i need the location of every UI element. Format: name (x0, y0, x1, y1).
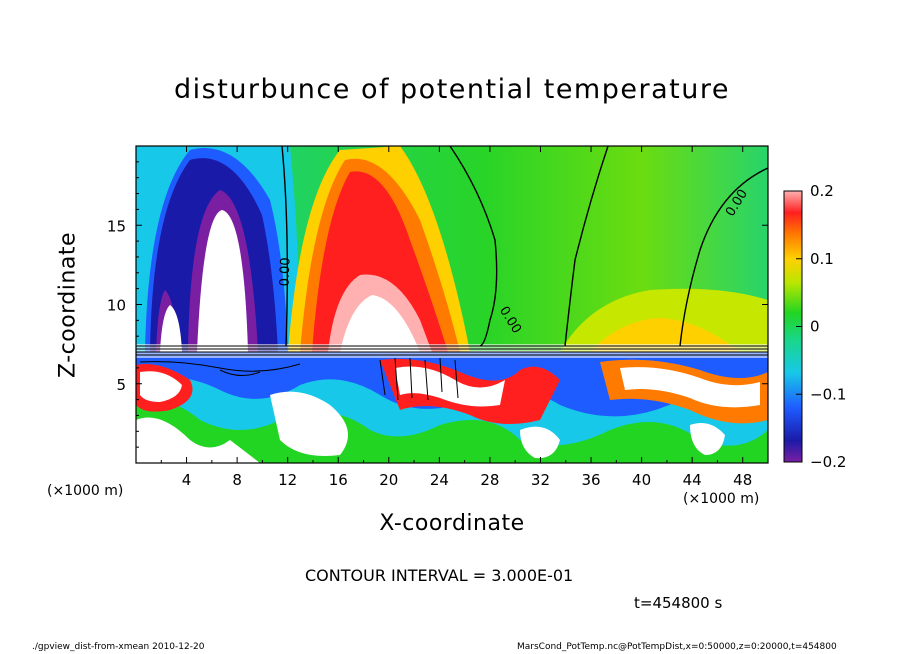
colorbar: 0.2 0.1 0 −0.1 −0.2 (783, 182, 846, 471)
x-axis-label: X-coordinate (379, 511, 525, 536)
x-tick-label: 36 (581, 471, 600, 489)
colorbar-tick-label: 0 (810, 318, 820, 336)
zero-contours (281, 146, 768, 347)
x-unit-label-left: (×1000 m) (47, 483, 124, 499)
heatmap-field (136, 146, 768, 463)
x-tick-label: 48 (733, 471, 752, 489)
colorbar-tick-label: −0.2 (810, 453, 846, 471)
cold-column-core (197, 210, 248, 352)
x-tick-label: 44 (683, 471, 702, 489)
warm-column-core (340, 295, 420, 352)
y-axis: 5 10 15 (107, 161, 768, 448)
time-note: t=454800 s (634, 594, 723, 612)
contour-label: 0.00 (278, 257, 294, 286)
cold-column-small (160, 305, 182, 352)
x-tick-label: 28 (480, 471, 499, 489)
y-tick-label: 5 (116, 376, 126, 394)
x-tick-label: 24 (430, 471, 449, 489)
footer-left: ./gpview_dist-from-xmean 2010-12-20 (32, 642, 205, 652)
x-tick-label: 12 (278, 471, 297, 489)
colorbar-tick-label: −0.1 (810, 385, 846, 403)
warm-patch-right-core (590, 318, 740, 352)
x-tick-label: 32 (531, 471, 550, 489)
x-tick-label: 16 (329, 471, 348, 489)
x-tick-label: 4 (182, 471, 192, 489)
colorbar-tick-label: 0.1 (810, 250, 834, 268)
y-tick-label: 10 (107, 297, 126, 315)
y-tick-label: 15 (107, 217, 126, 235)
x-axis: 4 8 12 16 20 24 28 32 36 40 44 48 (160, 146, 752, 489)
contour-interval-note: CONTOUR INTERVAL = 3.000E-01 (305, 566, 574, 585)
footer-right: MarsCond_PotTemp.nc@PotTempDist,x=0:5000… (517, 642, 837, 652)
x-tick-label: 40 (632, 471, 651, 489)
x-unit-label-right: (×1000 m) (683, 491, 760, 507)
x-tick-label: 20 (379, 471, 398, 489)
colorbar-tick-label: 0.2 (810, 182, 834, 200)
chart-title: disturbunce of potential temperature (174, 74, 730, 105)
x-tick-label: 8 (232, 471, 242, 489)
